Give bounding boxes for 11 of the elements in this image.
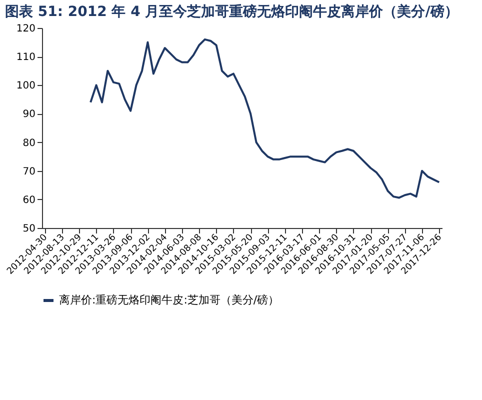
y-tick-label: 110 (16, 52, 36, 64)
line-series (90, 38, 440, 199)
y-tick-label: 70 (22, 166, 36, 178)
y-tick-label: 100 (16, 80, 36, 92)
chart-title: 图表 51: 2012 年 4 月至今芝加哥重磅无烙印阉牛皮离岸价（美分/磅） (5, 3, 458, 20)
legend-label: 离岸价:重磅无烙印阉牛皮:芝加哥（美分/磅） (59, 294, 280, 306)
y-tick-label: 120 (16, 24, 36, 34)
y-tick-label: 80 (22, 138, 36, 149)
y-tick-label: 60 (22, 194, 36, 206)
y-tick-label: 90 (22, 109, 36, 120)
y-tick-label: 50 (22, 224, 36, 234)
